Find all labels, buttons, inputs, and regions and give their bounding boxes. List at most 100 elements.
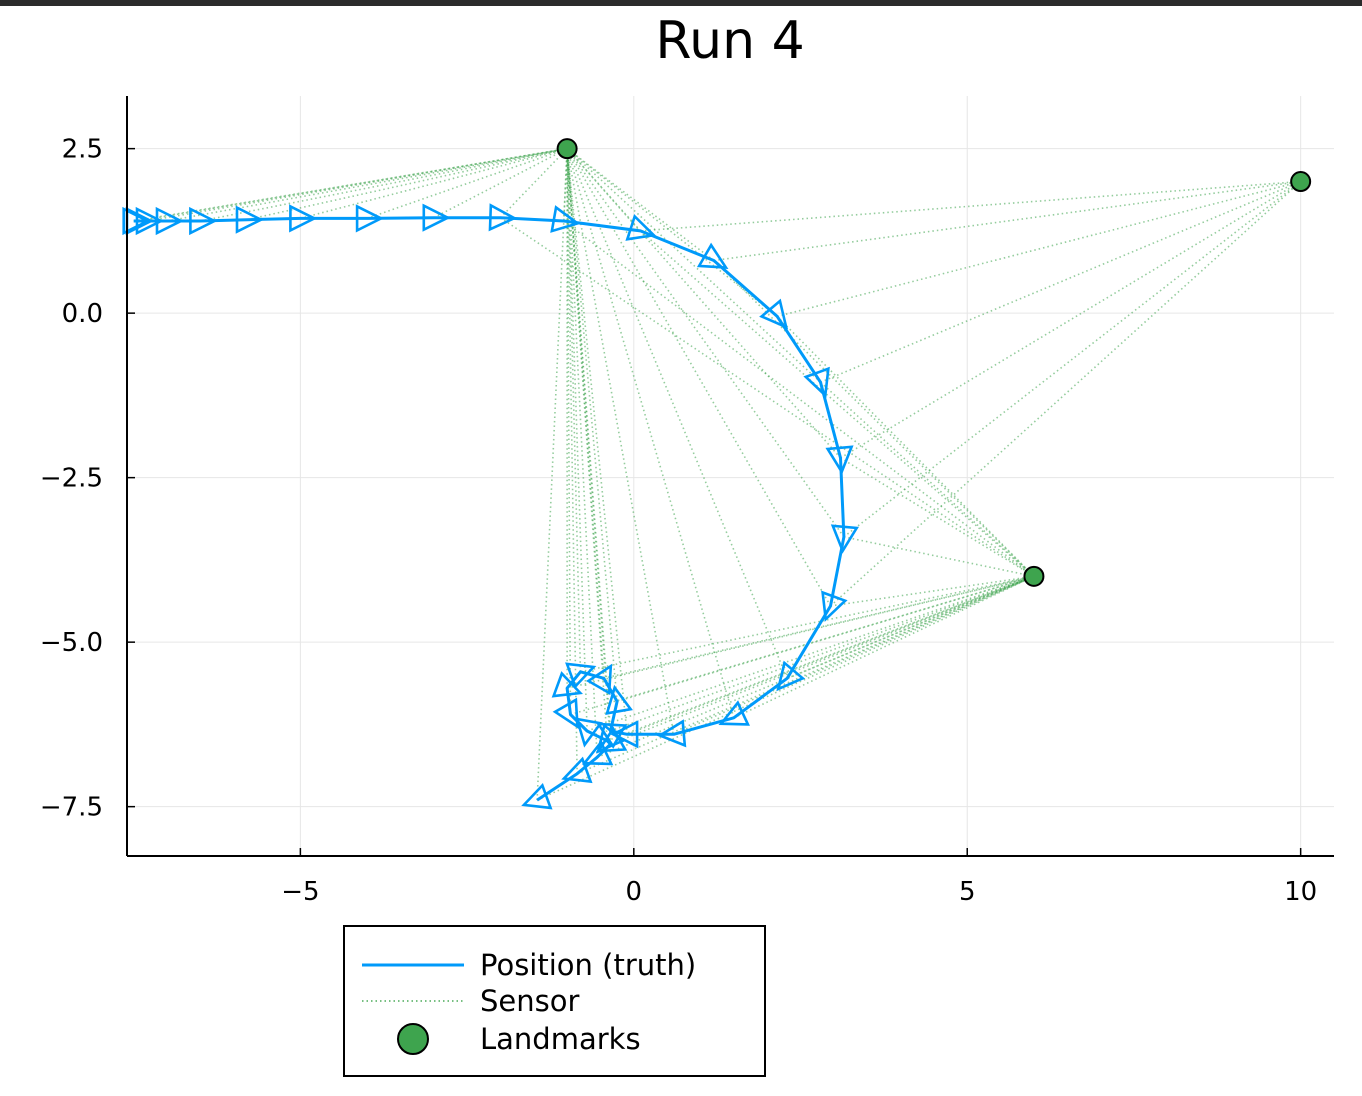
- sensor-line: [566, 148, 822, 383]
- sensor-line: [776, 315, 1035, 577]
- y-tick-label: 0.0: [62, 299, 103, 329]
- heading-marker: [759, 298, 789, 330]
- sensor-line: [566, 148, 715, 262]
- y-tick-label: −2.5: [40, 464, 103, 494]
- y-tick-label: 2.5: [62, 135, 103, 165]
- sensor-line: [536, 575, 1035, 801]
- heading-marker: [575, 717, 603, 748]
- x-tick-label: −5: [281, 877, 319, 907]
- heading-marker: [550, 205, 581, 233]
- heading-marker: [521, 782, 553, 810]
- sensor-line: [830, 575, 1035, 607]
- x-tick-label: 0: [626, 877, 643, 907]
- sensor-line: [626, 575, 1035, 736]
- heading-marker: [596, 723, 626, 754]
- x-ticks: −5 0 5 10: [281, 848, 1317, 907]
- heading-marker: [289, 204, 318, 233]
- heading-marker: [561, 756, 593, 784]
- y-tick-label: −5.0: [40, 628, 103, 658]
- chart-title: Run 4: [655, 11, 804, 71]
- heading-marker: [821, 590, 848, 622]
- sensor-line: [300, 147, 568, 220]
- heading-marker: [355, 204, 385, 233]
- sensor-line: [570, 575, 1035, 716]
- heading-marker: [135, 206, 164, 236]
- sensor-line: [616, 575, 1035, 703]
- sensor-line: [840, 180, 1302, 459]
- landmark-point: [1290, 171, 1312, 193]
- sensor-line: [562, 148, 568, 222]
- heading-marker: [656, 719, 687, 748]
- sensor-line: [610, 575, 1035, 745]
- sensor-line: [639, 230, 1035, 577]
- heading-marker: [235, 205, 264, 234]
- sensor-line: [566, 148, 845, 538]
- grid: [127, 96, 1334, 856]
- sensor-line: [843, 536, 1035, 578]
- sensor-line: [640, 180, 1301, 232]
- sensor-line: [610, 575, 1035, 732]
- heading-marker: [803, 366, 830, 399]
- heading-marker: [696, 242, 729, 269]
- sensor-line: [596, 575, 1035, 759]
- sensor-line: [819, 381, 1035, 577]
- landmarks: [556, 138, 1312, 587]
- sensor-line: [566, 148, 578, 774]
- legend-landmark-swatch: [397, 1023, 429, 1055]
- heading-marker: [585, 663, 613, 696]
- heading-marker: [830, 524, 859, 554]
- sensor-line: [566, 148, 588, 732]
- heading-marker: [422, 203, 451, 232]
- sensor-line: [166, 147, 568, 222]
- heading-marker: [825, 445, 854, 475]
- x-tick-label: 5: [959, 877, 976, 907]
- heading-marker: [595, 722, 628, 749]
- sensor-line: [433, 147, 568, 219]
- sensor-line: [566, 148, 582, 672]
- sensor-line: [366, 147, 568, 220]
- sensor-line: [566, 148, 612, 745]
- sensor-line: [566, 148, 832, 607]
- sensor-line: [499, 217, 1035, 578]
- sensor-line: [843, 180, 1302, 538]
- sensor-line: [136, 147, 568, 222]
- sensor-line: [580, 575, 1035, 673]
- sensor-line: [246, 147, 568, 221]
- sensor-line: [576, 575, 1035, 775]
- landmark-point: [556, 138, 578, 160]
- sensor-line: [713, 180, 1301, 262]
- sensor-line: [566, 148, 788, 679]
- sensor-line: [536, 148, 568, 801]
- sensor-line: [566, 148, 675, 735]
- x-tick-label: 10: [1284, 877, 1317, 907]
- window-top-bar: [0, 0, 1362, 6]
- y-ticks: 2.5 0.0 −2.5 −5.0 −7.5: [40, 135, 135, 823]
- sensor-line: [566, 148, 842, 459]
- heading-marker: [565, 662, 597, 689]
- sensor-line: [673, 575, 1035, 736]
- heading-marker: [189, 206, 218, 236]
- heading-marker: [605, 684, 633, 715]
- truth-path: [122, 203, 859, 810]
- legend-sensor-label: Sensor: [480, 984, 579, 1018]
- y-tick-label: −7.5: [40, 793, 103, 823]
- axes: [126, 96, 1334, 857]
- heading-marker: [552, 697, 579, 730]
- legend-truth-label: Position (truth): [480, 948, 696, 982]
- sensor-line: [840, 457, 1035, 578]
- heading-marker: [581, 739, 614, 766]
- heading-marker: [776, 660, 806, 692]
- legend-landmark-label: Landmarks: [480, 1022, 641, 1056]
- sensor-line: [829, 180, 1302, 607]
- sensor-line: [563, 220, 1035, 577]
- sensor-line: [566, 148, 778, 318]
- sensor-lines: [133, 147, 1302, 801]
- heading-marker: [122, 206, 151, 236]
- sensor-line: [200, 147, 568, 222]
- heading-marker: [488, 203, 518, 232]
- heading-marker: [595, 726, 628, 753]
- heading-marker: [155, 206, 184, 236]
- heading-marker: [551, 671, 583, 698]
- sensor-line: [820, 180, 1301, 383]
